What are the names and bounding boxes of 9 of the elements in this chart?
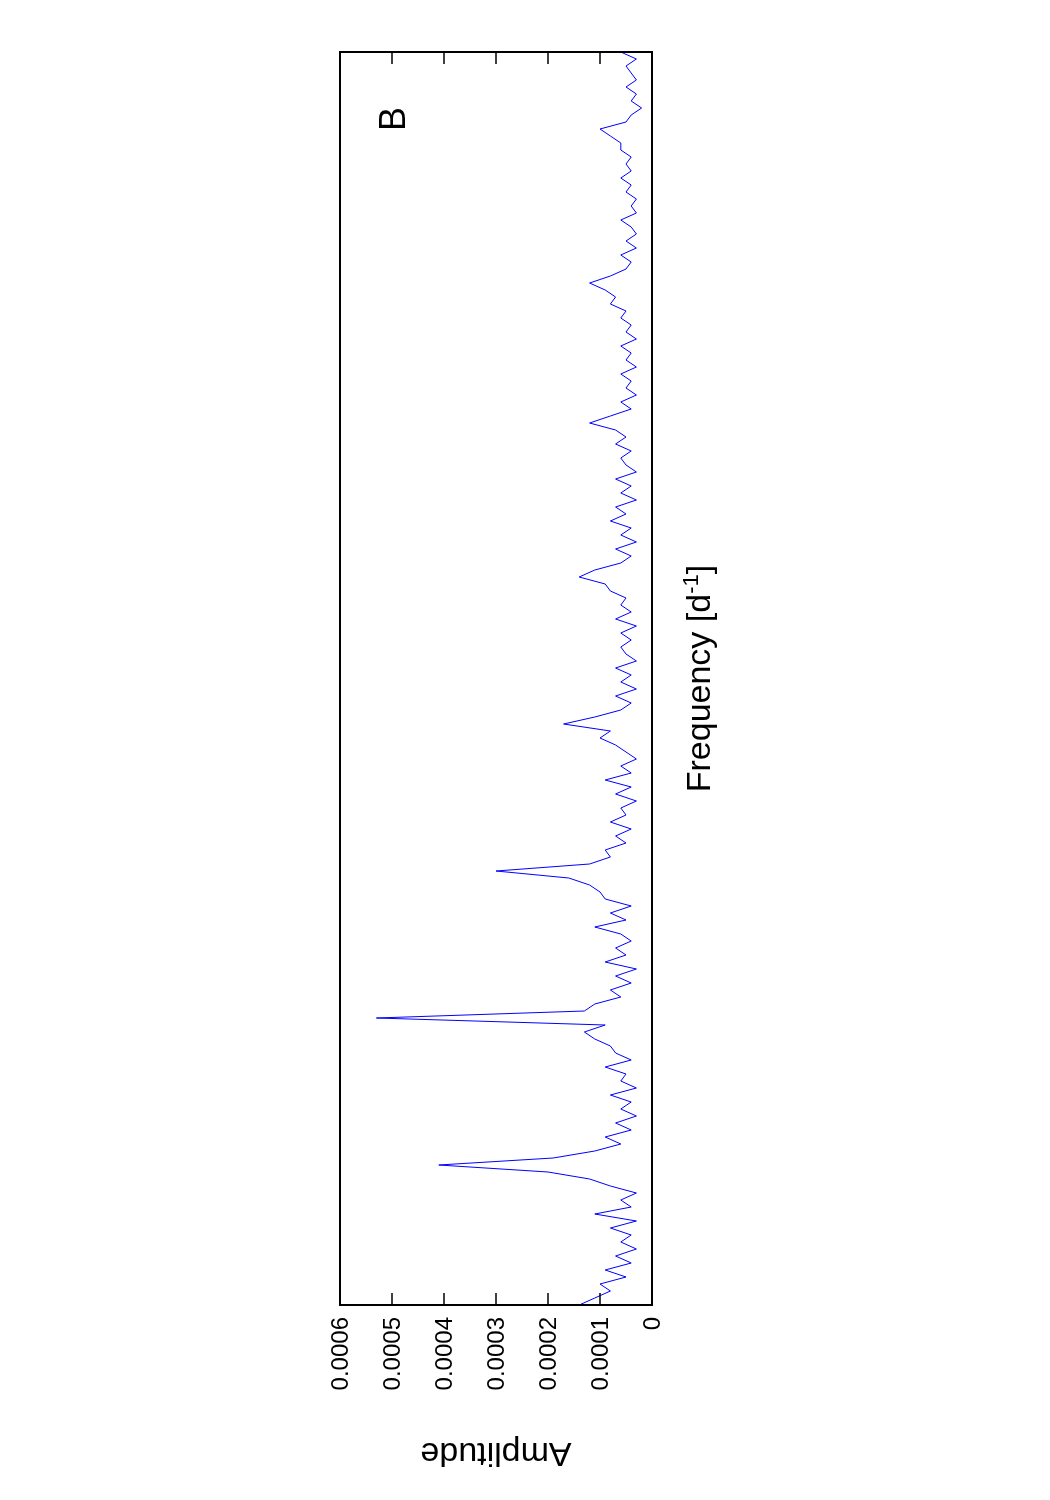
x-tick-label: 0.0002 bbox=[534, 1317, 562, 1391]
x-tick-label: 0.0001 bbox=[586, 1317, 614, 1391]
x-tick-label: 0.0003 bbox=[482, 1317, 510, 1391]
x-tick-label: 0.0005 bbox=[378, 1317, 406, 1391]
x-axis-title: Amplitude bbox=[420, 1436, 572, 1475]
x-tick-label: 0 bbox=[638, 1317, 666, 1331]
x-tick-label: 0.0004 bbox=[430, 1317, 458, 1391]
annotation: B bbox=[371, 107, 413, 132]
x-tick-label: 0.0006 bbox=[326, 1317, 354, 1391]
